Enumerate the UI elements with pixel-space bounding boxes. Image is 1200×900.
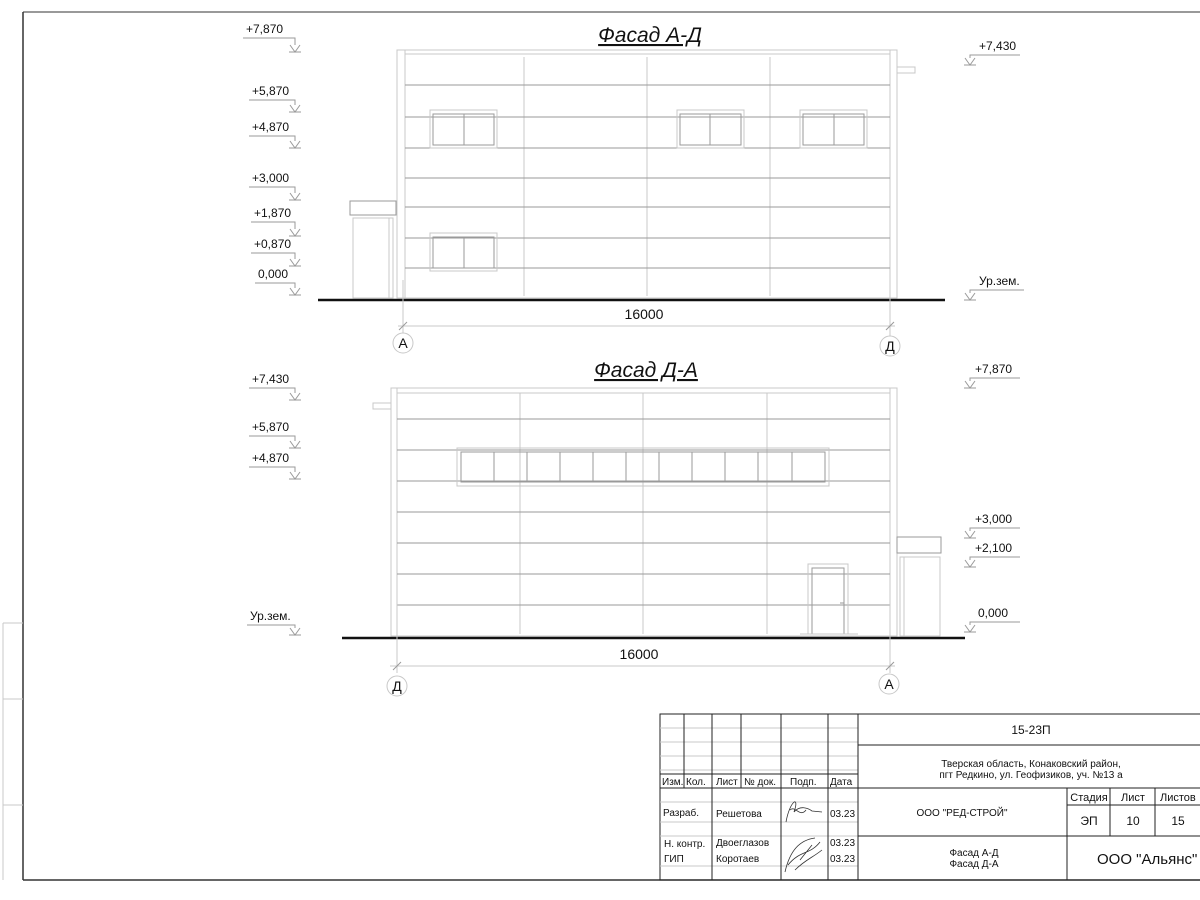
header-list: Лист — [716, 777, 738, 788]
window — [676, 109, 745, 149]
svg-text:+7,870: +7,870 — [246, 22, 283, 36]
name: Коротаев — [716, 854, 759, 865]
address-line-1: Тверская область, Конаковский район, — [941, 758, 1121, 770]
axis-marker-d: Д — [386, 675, 408, 697]
svg-text:+7,430: +7,430 — [252, 372, 289, 386]
svg-text:+2,100: +2,100 — [975, 541, 1012, 555]
elevation-marks-left: +7,430 +5,870 +4,870 Ур.зем. — [247, 372, 301, 636]
sheet-frame — [2, 11, 1200, 881]
window — [429, 109, 498, 149]
elevation-marks-right: +7,430 Ур.зем. — [964, 39, 1024, 301]
sheets-value: 15 — [1171, 814, 1185, 828]
svg-text:+1,870: +1,870 — [254, 206, 291, 220]
level-mark: +4,870 — [249, 120, 301, 149]
axis-marker-a: А — [878, 673, 900, 695]
date: 03.23 — [830, 809, 855, 820]
level-mark: +0,870 — [251, 237, 301, 267]
window — [799, 109, 868, 149]
level-mark: Ур.зем. — [964, 274, 1024, 301]
elevation-marks-left: +7,870 +5,870 +4,870 +3,000 +1,870 +0,87… — [243, 22, 301, 296]
building-outline — [372, 387, 898, 637]
sheet-name-2: Фасад Д-А — [949, 859, 998, 870]
client-org: ООО "Альянс" — [1097, 851, 1197, 868]
level-mark: +7,870 — [964, 362, 1020, 389]
dimension-text: 16000 — [625, 306, 664, 322]
date: 03.23 — [830, 854, 855, 865]
stage-label: Стадия — [1070, 792, 1108, 804]
svg-text:Д: Д — [885, 338, 895, 354]
role: ГИП — [664, 854, 684, 865]
elevation-marks-right: +7,870 +3,000 +2,100 0,000 — [964, 362, 1020, 633]
header-sign: Подп. — [790, 777, 817, 788]
level-mark: +5,870 — [249, 420, 301, 449]
entrance-porch — [349, 200, 397, 299]
dimension-line: 16000 — [390, 600, 895, 673]
building-outline — [396, 49, 916, 299]
svg-text:+4,870: +4,870 — [252, 451, 289, 465]
header-date: Дата — [830, 777, 853, 788]
name: Решетова — [716, 809, 762, 820]
window — [429, 232, 498, 272]
facade-a-d: Фасад А-Д — [243, 22, 1024, 357]
header-izm: Изм. — [662, 777, 683, 788]
sheets-label: Листов — [1160, 792, 1196, 804]
svg-text:+4,870: +4,870 — [252, 120, 289, 134]
svg-text:+3,000: +3,000 — [975, 512, 1012, 526]
dimension-line: 16000 — [398, 280, 895, 336]
level-mark: +5,870 — [249, 84, 301, 113]
level-mark: +4,870 — [249, 451, 301, 480]
sheet-value: 10 — [1126, 814, 1140, 828]
role: Разраб. — [663, 807, 699, 819]
svg-text:А: А — [398, 335, 408, 351]
header-kol: Кол. — [686, 777, 706, 788]
svg-text:Ур.зем.: Ур.зем. — [250, 609, 291, 623]
svg-text:+7,430: +7,430 — [979, 39, 1016, 53]
svg-text:+3,000: +3,000 — [252, 171, 289, 185]
level-mark: +3,000 — [249, 171, 301, 201]
sheet-label: Лист — [1121, 792, 1145, 804]
svg-text:А: А — [884, 676, 894, 692]
level-mark: +7,430 — [249, 372, 301, 401]
role: Н. контр. — [664, 839, 705, 850]
door — [800, 563, 858, 635]
level-mark: +3,000 — [964, 512, 1020, 539]
svg-text:+5,870: +5,870 — [252, 84, 289, 98]
level-mark: +7,870 — [243, 22, 301, 53]
signature — [784, 837, 823, 873]
signature — [785, 801, 823, 823]
name: Двоеглазов — [716, 838, 769, 849]
level-mark: +1,870 — [251, 206, 301, 237]
designer-org: ООО "РЕД-СТРОЙ" — [916, 806, 1008, 819]
facade-title: Фасад Д-А — [594, 359, 698, 382]
entrance-annex — [896, 536, 942, 637]
address-line-2: пгт Редкино, ул. Геофизиков, уч. №13 а — [939, 769, 1123, 781]
svg-text:+0,870: +0,870 — [254, 237, 291, 251]
svg-text:Д: Д — [392, 678, 402, 694]
svg-text:Ур.зем.: Ур.зем. — [979, 274, 1020, 288]
axis-marker-a: А — [392, 332, 414, 354]
level-mark: 0,000 — [255, 267, 301, 296]
sheet-name-1: Фасад А-Д — [949, 848, 998, 859]
svg-text:+7,870: +7,870 — [975, 362, 1012, 376]
svg-text:+5,870: +5,870 — [252, 420, 289, 434]
project-code: 15-23П — [1011, 723, 1050, 737]
level-mark: +7,430 — [964, 39, 1020, 66]
facade-title: Фасад А-Д — [598, 24, 702, 47]
svg-text:0,000: 0,000 — [258, 267, 288, 281]
date: 03.23 — [830, 838, 855, 849]
level-mark: 0,000 — [964, 606, 1020, 633]
level-mark: Ур.зем. — [247, 609, 301, 636]
svg-text:0,000: 0,000 — [978, 606, 1008, 620]
facade-d-a: Фасад Д-А — [247, 359, 1020, 697]
ribbon-window — [456, 447, 830, 487]
header-doc: № док. — [744, 777, 776, 788]
stage-value: ЭП — [1080, 814, 1097, 828]
dimension-text: 16000 — [620, 646, 659, 662]
level-mark: +2,100 — [964, 541, 1020, 568]
axis-marker-d: Д — [879, 335, 901, 357]
title-block: Изм. Кол. Лист № док. Подп. Дата Разраб.… — [659, 713, 1200, 881]
